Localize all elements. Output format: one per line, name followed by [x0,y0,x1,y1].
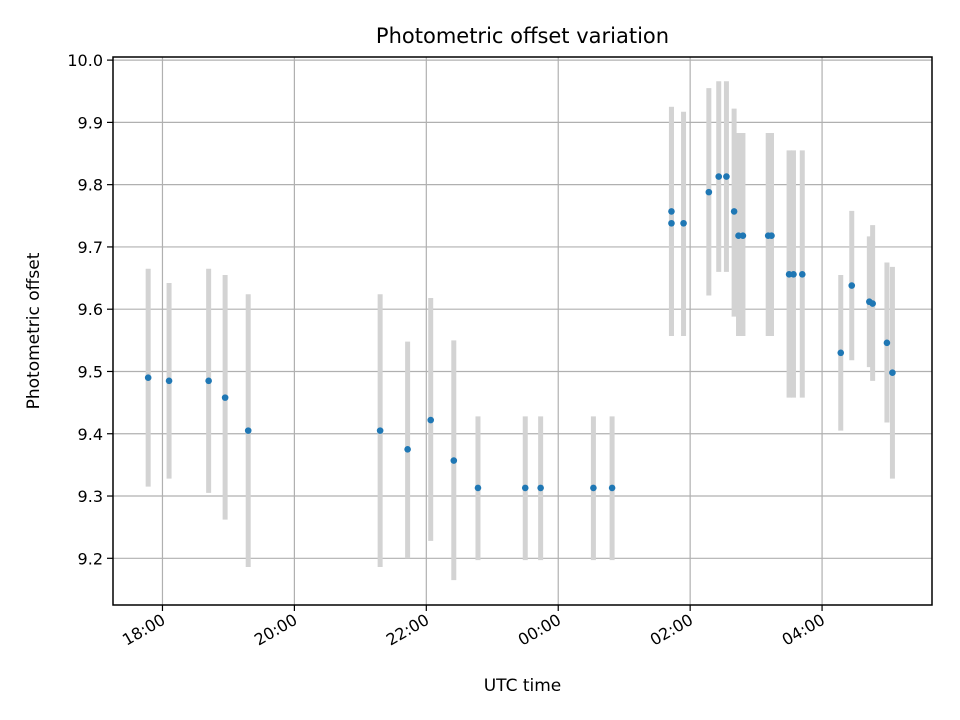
chart-title: Photometric offset variation [376,24,669,48]
data-point [848,282,856,289]
data-point [715,173,723,180]
data-point [798,271,806,278]
data-point [680,219,687,227]
y-tick-label: 9.6 [78,300,103,319]
y-tick-label: 9.2 [78,549,103,568]
point-layer [144,173,896,492]
y-tick-label: 10.0 [67,51,103,70]
data-point [869,300,876,307]
data-point [205,377,212,385]
y-axis-label: Photometric offset [24,252,44,409]
data-point [404,446,411,453]
plot-area-frame [112,56,933,606]
data-point [221,394,229,401]
data-point [608,484,616,492]
y-tick-label: 9.4 [78,425,103,444]
data-point [376,427,384,434]
data-point [889,369,896,377]
data-point [837,349,845,357]
data-point [705,188,713,196]
data-point [427,416,435,424]
data-point [668,219,675,227]
data-point [590,484,597,492]
x-axis-label: UTC time [484,676,562,696]
data-point [668,208,675,215]
y-tick-label: 9.5 [78,362,103,381]
y-tick-label: 9.7 [78,238,103,257]
data-point [768,232,775,240]
data-point [537,484,544,492]
data-point [450,457,458,464]
data-point [521,484,529,492]
data-point [244,427,252,434]
data-point [474,484,482,492]
y-tick-label: 9.8 [78,176,103,195]
data-point [883,339,891,347]
data-point [790,271,797,278]
data-point [144,374,152,382]
data-point [730,208,738,215]
data-point [165,377,173,385]
data-point [739,232,747,240]
y-tick-label: 9.9 [78,113,103,132]
y-tick-label: 9.3 [78,487,103,506]
data-point [723,173,730,180]
